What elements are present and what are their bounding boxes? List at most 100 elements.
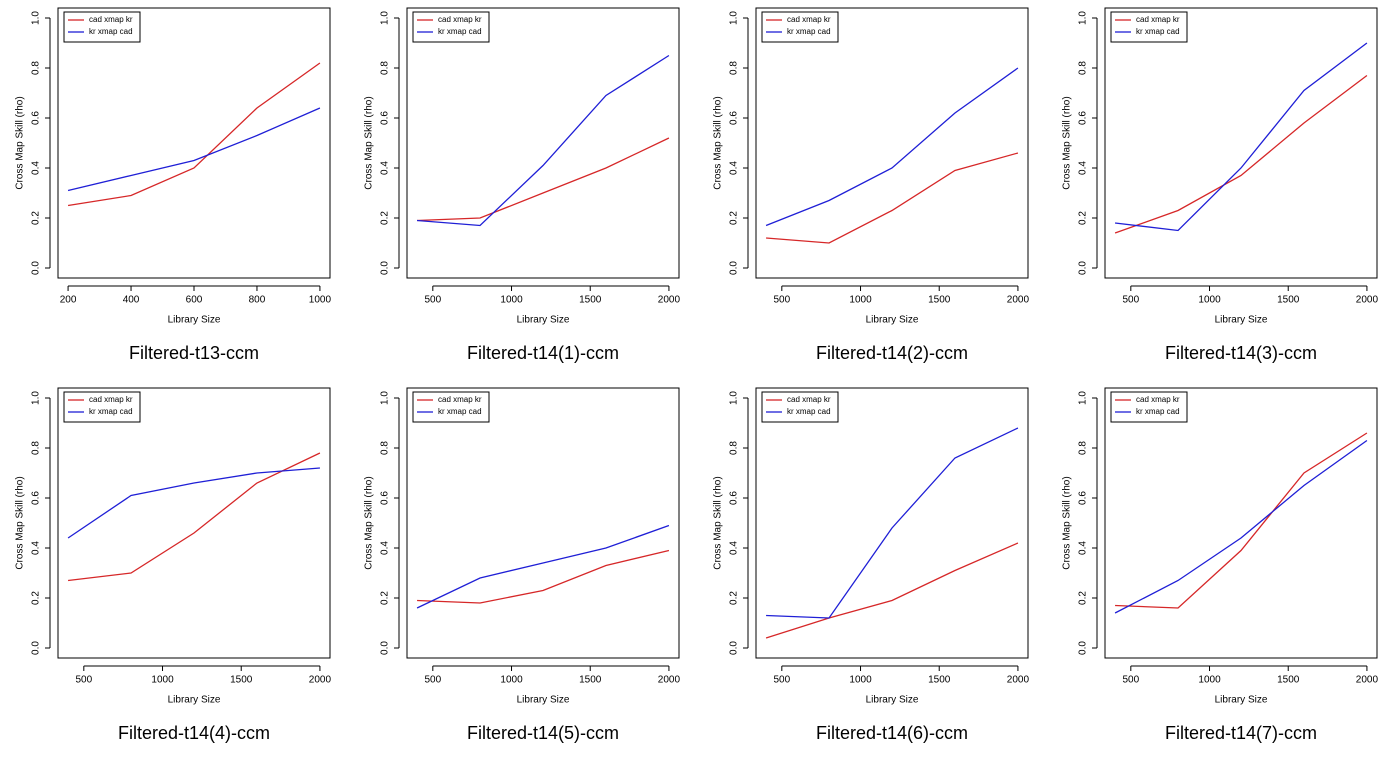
legend-label: cad xmap kr bbox=[1136, 15, 1180, 24]
x-tick-label: 1500 bbox=[928, 295, 951, 306]
y-tick-label: 0.4 bbox=[729, 161, 740, 175]
legend-label: cad xmap kr bbox=[89, 15, 133, 24]
legend-label: kr xmap cad bbox=[787, 27, 831, 36]
chart-panel: 500 1000 1500 2000 0.0 0.2 0.4 0.6 0.8 1.0 Library… bbox=[364, 387, 681, 743]
legend-label: kr xmap cad bbox=[1136, 27, 1180, 36]
y-tick-label: 0.2 bbox=[729, 591, 740, 605]
chart-title: Filtered-t14(3)-ccm bbox=[1165, 343, 1317, 363]
x-tick-label: 2000 bbox=[658, 675, 681, 686]
legend-label: kr xmap cad bbox=[89, 407, 133, 416]
legend-box bbox=[1110, 11, 1188, 43]
y-axis-label: Cross Map Skill (rho) bbox=[1062, 96, 1073, 189]
y-tick-label: 0.6 bbox=[1078, 111, 1089, 125]
series-line bbox=[417, 54, 670, 227]
x-tick-label: 500 bbox=[75, 675, 92, 686]
series-line bbox=[766, 152, 1019, 244]
y-tick-label: 0.0 bbox=[380, 641, 391, 655]
y-tick-label: 0.2 bbox=[380, 211, 391, 225]
chart-panel: 200 400 600 800 1000 0.0 0.2 0.4 0.6 0.8 1.0 Librar… bbox=[15, 7, 332, 363]
plot-frame bbox=[406, 387, 680, 659]
chart-panel: 500 1000 1500 2000 0.0 0.2 0.4 0.6 0.8 1.0 Library… bbox=[15, 387, 332, 743]
x-tick-label: 1500 bbox=[928, 675, 951, 686]
series-line bbox=[416, 524, 670, 609]
y-tick-label: 0.8 bbox=[380, 441, 391, 455]
legend-label: cad xmap kr bbox=[787, 15, 831, 24]
y-tick-label: 1.0 bbox=[1078, 391, 1089, 405]
y-tick-label: 1.0 bbox=[380, 391, 391, 405]
y-tick-label: 0.4 bbox=[31, 161, 42, 175]
y-tick-label: 0.6 bbox=[729, 491, 740, 505]
chart-panel: 500 1000 1500 2000 0.0 0.2 0.4 0.6 0.8 1.0 Library… bbox=[364, 7, 681, 363]
x-tick-label: 2000 bbox=[1356, 675, 1379, 686]
x-tick-label: 500 bbox=[424, 295, 441, 306]
x-axis-label: Library Size bbox=[1215, 695, 1268, 706]
x-tick-label: 2000 bbox=[309, 675, 332, 686]
y-axis-label: Cross Map Skill (rho) bbox=[1062, 476, 1073, 569]
y-tick-label: 1.0 bbox=[31, 11, 42, 25]
chart-title: Filtered-t14(7)-ccm bbox=[1165, 723, 1317, 743]
y-tick-label: 0.4 bbox=[380, 161, 391, 175]
y-tick-label: 0.8 bbox=[31, 441, 42, 455]
y-tick-label: 1.0 bbox=[31, 391, 42, 405]
legend-label: cad xmap kr bbox=[787, 395, 831, 404]
legend-label: kr xmap cad bbox=[438, 27, 482, 36]
series-line bbox=[67, 467, 320, 539]
x-tick-label: 600 bbox=[186, 295, 203, 306]
series-line bbox=[67, 452, 321, 582]
series-line bbox=[765, 542, 1019, 639]
x-tick-label: 800 bbox=[249, 295, 266, 306]
x-tick-label: 500 bbox=[424, 675, 441, 686]
x-tick-label: 1500 bbox=[1277, 295, 1300, 306]
legend-label: cad xmap kr bbox=[438, 395, 482, 404]
legend-box bbox=[412, 391, 490, 423]
chart-title: Filtered-t14(1)-ccm bbox=[467, 343, 619, 363]
y-axis-label: Cross Map Skill (rho) bbox=[15, 96, 26, 189]
series-line bbox=[1115, 432, 1368, 609]
legend-box bbox=[761, 11, 839, 43]
y-tick-label: 0.8 bbox=[31, 61, 42, 75]
y-tick-label: 0.6 bbox=[380, 111, 391, 125]
y-tick-label: 0.0 bbox=[31, 261, 42, 275]
y-tick-label: 0.0 bbox=[1078, 641, 1089, 655]
chart-panel: 500 1000 1500 2000 0.0 0.2 0.4 0.6 0.8 1.0 Library… bbox=[713, 7, 1029, 363]
y-tick-label: 0.6 bbox=[380, 491, 391, 505]
y-axis-label: Cross Map Skill (rho) bbox=[15, 476, 26, 569]
y-axis-label: Cross Map Skill (rho) bbox=[713, 96, 724, 189]
x-tick-label: 400 bbox=[123, 295, 140, 306]
y-tick-label: 0.0 bbox=[729, 261, 740, 275]
x-axis-label: Library Size bbox=[168, 695, 221, 706]
series-line bbox=[1114, 42, 1368, 232]
y-axis-label: Cross Map Skill (rho) bbox=[364, 96, 375, 189]
legend-label: cad xmap kr bbox=[438, 15, 482, 24]
y-tick-label: 0.6 bbox=[31, 111, 42, 125]
x-tick-label: 1500 bbox=[230, 675, 253, 686]
y-tick-label: 0.0 bbox=[729, 641, 740, 655]
x-tick-label: 500 bbox=[773, 295, 790, 306]
chart-title: Filtered-t14(6)-ccm bbox=[816, 723, 968, 743]
x-tick-label: 2000 bbox=[658, 295, 681, 306]
y-tick-label: 0.4 bbox=[1078, 541, 1089, 555]
x-tick-label: 1000 bbox=[151, 675, 174, 686]
series-line bbox=[1114, 439, 1368, 614]
chart-title: Filtered-t14(5)-ccm bbox=[467, 723, 619, 743]
legend-box bbox=[412, 11, 490, 43]
plot-frame bbox=[1104, 387, 1378, 659]
y-tick-label: 0.0 bbox=[1078, 261, 1089, 275]
y-tick-label: 0.2 bbox=[1078, 591, 1089, 605]
legend-label: cad xmap kr bbox=[1136, 395, 1180, 404]
x-tick-label: 1000 bbox=[309, 295, 332, 306]
legend-label: cad xmap kr bbox=[89, 395, 133, 404]
y-tick-label: 0.4 bbox=[729, 541, 740, 555]
chart-panel: 500 1000 1500 2000 0.0 0.2 0.4 0.6 0.8 1.0 Library… bbox=[713, 387, 1029, 743]
y-tick-label: 0.8 bbox=[1078, 441, 1089, 455]
y-tick-label: 0.2 bbox=[380, 591, 391, 605]
legend-label: kr xmap cad bbox=[438, 407, 482, 416]
legend-label: kr xmap cad bbox=[787, 407, 831, 416]
y-tick-label: 0.0 bbox=[380, 261, 391, 275]
plot-frame bbox=[755, 387, 1029, 659]
x-tick-label: 1000 bbox=[500, 675, 523, 686]
chart-panel: 500 1000 1500 2000 0.0 0.2 0.4 0.6 0.8 1.0 Library… bbox=[1062, 387, 1379, 743]
legend-box bbox=[761, 391, 839, 423]
y-axis-label: Cross Map Skill (rho) bbox=[364, 476, 375, 569]
